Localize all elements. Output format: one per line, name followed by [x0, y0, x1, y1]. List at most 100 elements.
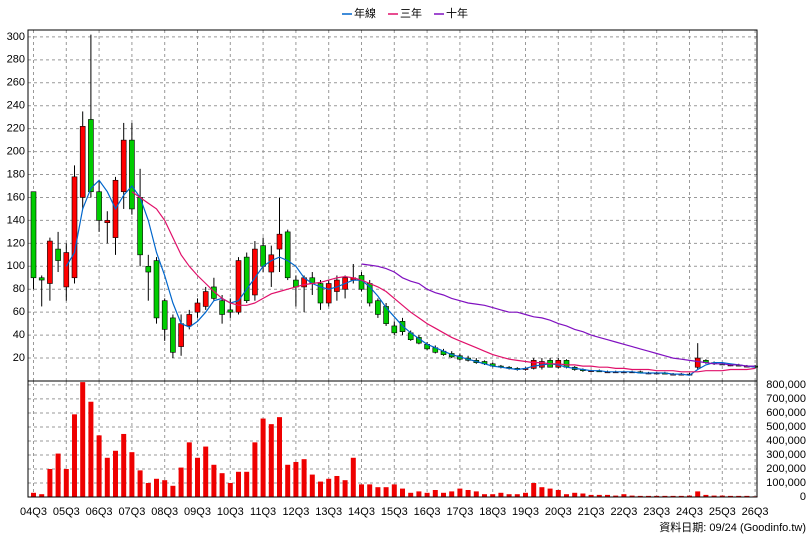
y2-tick-label: 200,000 — [766, 463, 806, 475]
candle-body — [375, 300, 381, 315]
candle-body — [38, 277, 45, 281]
x-tick-label: 09Q3 — [184, 506, 211, 518]
volume-bar — [301, 459, 307, 497]
footer: 資料日期: 09/24 (Goodinfo.tw) — [659, 520, 806, 534]
volume-bar — [277, 417, 282, 497]
volume-bar — [621, 494, 627, 497]
volume-bar — [662, 495, 668, 497]
candle-body — [153, 260, 160, 319]
volume-bar — [555, 489, 561, 497]
candle-body — [194, 302, 201, 313]
candle-body — [211, 286, 217, 299]
x-tick-label: 17Q3 — [446, 506, 473, 518]
volume-bar — [309, 474, 315, 497]
volume-bar — [342, 480, 348, 497]
x-tick-label: 07Q3 — [118, 506, 145, 518]
y2-tick-label: 500,000 — [766, 421, 806, 433]
y-tick-label: 260 — [7, 77, 25, 89]
y-tick-label: 160 — [7, 191, 25, 203]
volume-bar — [55, 453, 61, 497]
volume-bar — [391, 484, 397, 497]
y2-tick-label: 400,000 — [766, 435, 806, 447]
volume-bar — [646, 495, 651, 497]
x-tick-label: 08Q3 — [151, 506, 178, 518]
volume-bar — [186, 442, 192, 497]
candle-body — [243, 256, 250, 302]
x-tick-label: 25Q3 — [709, 506, 736, 518]
candle-body — [71, 176, 78, 279]
legend-label: 年線 — [354, 6, 376, 20]
y-tick-label: 60 — [13, 306, 25, 318]
candle-body — [79, 126, 86, 198]
volume-bar — [285, 464, 291, 497]
volume-bar — [719, 495, 725, 497]
candle-body — [129, 139, 135, 210]
x-tick-label: 26Q3 — [742, 506, 769, 518]
x-tick-label: 06Q3 — [86, 506, 113, 518]
volume-bar — [596, 494, 602, 497]
volume-bar — [72, 414, 77, 497]
volume-bar — [490, 494, 496, 497]
volume-bar — [260, 418, 266, 497]
volume-bar — [129, 452, 135, 497]
volume-bar — [424, 492, 430, 497]
volume-bar — [219, 473, 225, 497]
candle-body — [161, 300, 168, 330]
volume-bar — [703, 494, 709, 497]
x-tick-label: 23Q3 — [643, 506, 670, 518]
legend-label: 三年 — [400, 6, 422, 20]
y-tick-label: 120 — [7, 237, 25, 249]
volume-bar — [244, 471, 250, 497]
x-tick-label: 13Q3 — [315, 506, 342, 518]
candle-body — [235, 260, 242, 313]
volume-bar — [145, 482, 151, 497]
volume-bar — [482, 494, 487, 497]
y-tick-label: 220 — [7, 123, 25, 135]
volume-bar — [318, 481, 323, 497]
x-tick-label: 21Q3 — [578, 506, 605, 518]
volume-bar — [432, 489, 438, 497]
volume-bar — [88, 401, 94, 497]
volume-bar — [531, 482, 537, 497]
volume-bar — [63, 468, 69, 497]
volume-bar — [736, 495, 742, 497]
volume-bar — [514, 494, 520, 497]
volume-bar — [473, 491, 479, 497]
volume-bar — [211, 464, 217, 497]
candle-body — [137, 197, 143, 256]
volume-bar — [383, 487, 389, 497]
volume-bar — [523, 492, 528, 497]
volume-bar — [121, 433, 127, 497]
y-tick-label: 300 — [7, 31, 25, 43]
x-tick-label: 04Q3 — [20, 506, 47, 518]
x-tick-label: 15Q3 — [381, 506, 408, 518]
ma-line — [361, 263, 756, 367]
volume-bar — [728, 495, 733, 497]
volume-bar — [588, 494, 594, 497]
y-tick-label: 280 — [7, 54, 25, 66]
x-tick-label: 24Q3 — [676, 506, 703, 518]
volume-bar — [449, 491, 455, 497]
volume-bar — [547, 488, 553, 497]
y2-tick-label: 0 — [800, 491, 806, 503]
volume-bar — [359, 484, 364, 497]
volume-bar — [334, 475, 340, 497]
candle-body — [252, 248, 258, 296]
y-tick-label: 140 — [7, 214, 25, 226]
volume-bar — [367, 484, 373, 497]
volume-bar — [711, 495, 717, 497]
volume-bar — [236, 471, 241, 497]
volume-bar — [654, 495, 660, 497]
candle-body — [202, 291, 209, 307]
x-tick-label: 11Q3 — [250, 506, 276, 518]
ma-line — [131, 191, 756, 373]
x-tick-label: 14Q3 — [348, 506, 375, 518]
volume-bar — [375, 487, 381, 497]
x-tick-label: 10Q3 — [217, 506, 244, 518]
candle-body — [284, 231, 291, 279]
volume-bar — [104, 457, 110, 497]
x-tick-label: 12Q3 — [282, 506, 309, 518]
y2-tick-label: 100,000 — [766, 477, 806, 489]
